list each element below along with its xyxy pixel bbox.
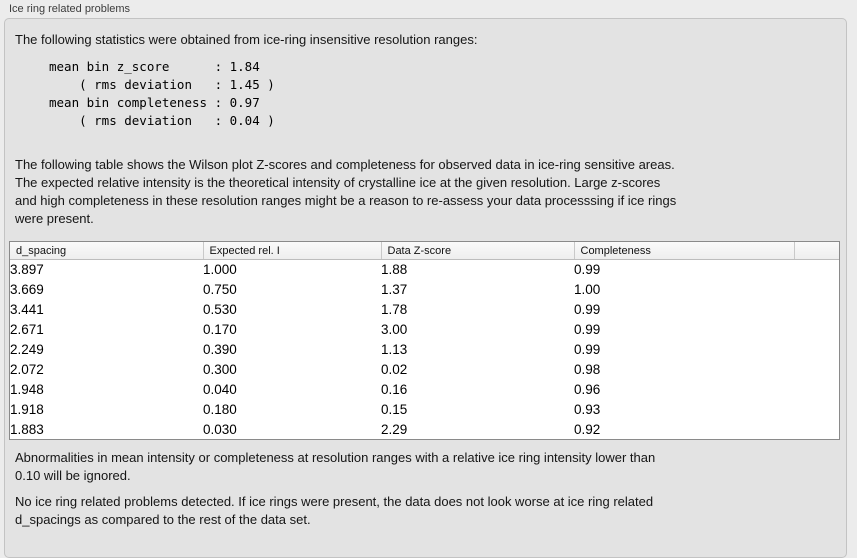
column-header-completeness[interactable]: Completeness <box>574 242 795 260</box>
table-cell: 1.78 <box>381 302 408 318</box>
conclusion-text: No ice ring related problems detected. I… <box>15 494 654 528</box>
ice-ring-table: d_spacing Expected rel. I Data Z-score C… <box>9 241 840 441</box>
table-row[interactable]: 1.883 0.030 2.29 0.92 <box>10 419 839 439</box>
table-cell: 1.00 <box>574 282 601 298</box>
table-row[interactable]: 2.249 0.390 1.13 0.99 <box>10 340 839 360</box>
table-cell: 1.883 <box>10 421 44 437</box>
table-row[interactable]: 3.897 1.000 1.88 0.99 <box>10 260 839 280</box>
intro-text: The following statistics were obtained f… <box>15 32 478 47</box>
table-cell-empty <box>794 399 839 419</box>
table-cell: 3.897 <box>10 262 44 278</box>
table-cell: 0.99 <box>574 342 601 357</box>
table-cell: 0.99 <box>574 302 601 318</box>
table-cell: 2.29 <box>381 421 408 437</box>
table-cell: 2.249 <box>10 342 44 357</box>
group-box: The following statistics were obtained f… <box>4 18 847 558</box>
table-cell: 0.040 <box>203 381 237 397</box>
table-cell-empty <box>794 379 839 399</box>
table-cell: 1.948 <box>10 381 44 397</box>
table-row[interactable]: 1.948 0.040 0.16 0.96 <box>10 379 839 399</box>
note-text: Abnormalities in mean intensity or compl… <box>15 450 656 484</box>
table-row[interactable]: 2.072 0.300 0.02 0.98 <box>10 359 839 379</box>
table-cell: 0.96 <box>574 381 601 397</box>
table-cell: 0.99 <box>574 322 601 338</box>
panel-title: Ice ring related problems <box>9 3 131 15</box>
table-cell: 1.000 <box>203 262 237 278</box>
table-cell: 0.180 <box>203 401 237 417</box>
table-cell-empty <box>794 340 839 360</box>
table-cell: 0.170 <box>203 322 237 338</box>
table-cell: 0.93 <box>574 401 601 417</box>
table-cell: 0.300 <box>203 361 237 377</box>
table-cell-empty <box>794 359 839 379</box>
table-cell: 2.671 <box>10 322 44 338</box>
table-row[interactable]: 2.671 0.170 3.00 0.99 <box>10 320 839 340</box>
table-cell: 0.99 <box>574 262 601 278</box>
table-cell: 1.918 <box>10 401 44 417</box>
table-cell-empty <box>794 260 839 280</box>
table-cell: 0.02 <box>381 361 408 377</box>
table-cell-empty <box>794 419 839 439</box>
table-cell: 3.669 <box>10 282 44 298</box>
table-cell: 0.92 <box>574 421 601 437</box>
table-header-row: d_spacing Expected rel. I Data Z-score C… <box>10 242 839 260</box>
column-header-d-spacing[interactable]: d_spacing <box>10 242 204 260</box>
table-cell: 0.750 <box>203 282 237 298</box>
table-cell: 1.37 <box>381 282 408 298</box>
table-row[interactable]: 3.669 0.750 1.37 1.00 <box>10 280 839 300</box>
ice-ring-table-body: 3.897 1.000 1.88 0.99 3.669 0.750 1.37 1.00 3.44… <box>10 260 839 440</box>
table-cell-empty <box>794 300 839 320</box>
group-box-content: The following statistics were obtained f… <box>5 19 846 529</box>
column-header-expected-rel-i[interactable]: Expected rel. I <box>203 242 382 260</box>
statistics-block: mean bin z_score : 1.84 ( rms deviation … <box>49 59 275 128</box>
table-row[interactable]: 1.918 0.180 0.15 0.93 <box>10 399 839 419</box>
table-cell: 3.441 <box>10 302 44 318</box>
table-cell: 0.030 <box>203 421 237 437</box>
column-header-data-z-score[interactable]: Data Z-score <box>381 242 575 260</box>
table-cell: 1.88 <box>381 262 408 278</box>
table-cell: 0.16 <box>381 381 408 397</box>
table-cell: 0.15 <box>381 401 408 417</box>
table-cell: 1.13 <box>381 342 408 357</box>
table-cell-empty <box>794 280 839 300</box>
table-cell: 0.530 <box>203 302 237 318</box>
table-cell: 0.98 <box>574 361 601 377</box>
table-cell: 2.072 <box>10 361 44 377</box>
table-cell: 3.00 <box>381 322 408 338</box>
table-cell-empty <box>794 320 839 340</box>
table-cell: 0.390 <box>203 342 237 357</box>
table-intro-text: The following table shows the Wilson plo… <box>15 157 677 226</box>
table-row[interactable]: 3.441 0.530 1.78 0.99 <box>10 300 839 320</box>
column-header-empty <box>794 242 839 260</box>
